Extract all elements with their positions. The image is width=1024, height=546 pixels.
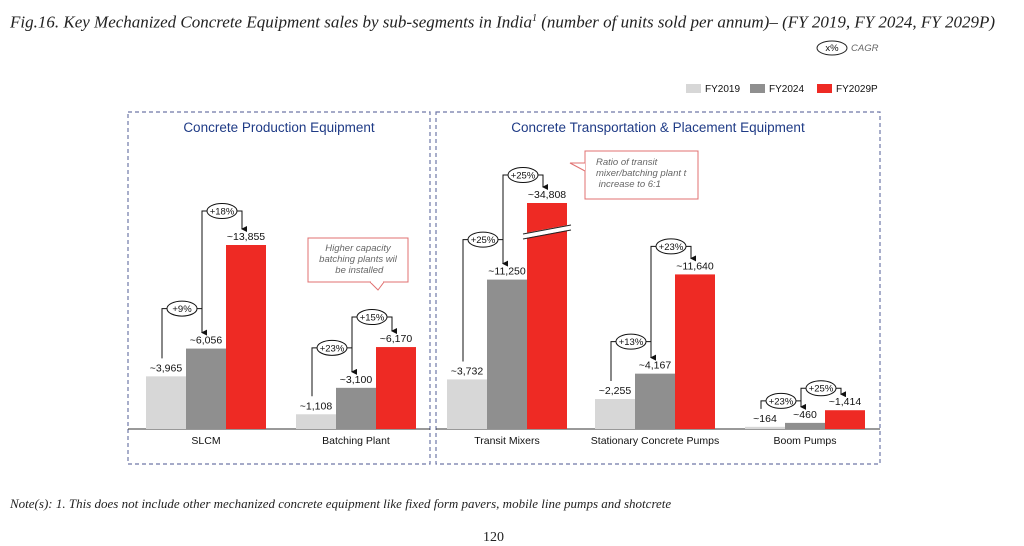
page-number: 120 — [483, 530, 504, 545]
panel-border-2 — [435, 111, 881, 465]
annotation-text-batching: Higher capacity batching plants wil be in… — [319, 243, 398, 276]
annotation-line-batching-2: batching plants wil — [319, 254, 398, 265]
value-label-slcm-fy2024: ~6,056 — [190, 335, 223, 347]
bar-batching-plant-fy2019 — [296, 414, 336, 429]
value-label-batching-plant-fy2019: ~1,108 — [300, 400, 333, 412]
bar-batching-plant-fy2029p — [376, 347, 416, 429]
bar-boom-pumps-fy2029p — [825, 410, 865, 429]
cagr-key-label: CAGR — [851, 43, 879, 54]
panel-title-1: Concrete Production Equipment — [183, 120, 375, 135]
value-label-batching-plant-fy2024: ~3,100 — [340, 374, 373, 386]
legend-label-fy2019: FY2019 — [705, 84, 740, 95]
cagr-value-stationary-concrete-pumps-1: +13% — [619, 337, 644, 348]
category-label-batching-plant: Batching Plant — [322, 435, 390, 447]
bar-boom-pumps-fy2024 — [785, 422, 825, 429]
value-label-boom-pumps-fy2029p: ~1,414 — [829, 396, 862, 408]
chart: x% CAGR FY2019 FY2024 FY2029P Concrete Produc… — [127, 40, 881, 465]
value-label-slcm-fy2019: ~3,965 — [150, 362, 183, 374]
footnote: Note(s): 1. This does not include other … — [10, 496, 672, 511]
cagr-value-transit-mixers-1: +25% — [471, 235, 496, 246]
cagr-badge-slcm-2 — [206, 203, 238, 219]
figure-title-tail: (number of units sold per annum)– (FY 20… — [537, 12, 996, 32]
value-label-transit-mixers-fy2029p: ~34,808 — [528, 189, 566, 201]
legend-swatch-fy2019 — [686, 84, 701, 93]
legend-swatch-fy2029p — [817, 84, 832, 93]
bar-transit-mixers-fy2024 — [487, 279, 527, 429]
annotation-text-transit: Ratio of transit mixer/batching plant t i… — [596, 157, 687, 190]
bar-slcm-fy2029p — [226, 245, 266, 429]
annotation-line-batching-1: Higher capacity — [325, 243, 392, 254]
category-label-transit-mixers: Transit Mixers — [474, 435, 540, 447]
bar-slcm-fy2024 — [186, 348, 226, 429]
cagr-badge-stationary-concrete-pumps-2 — [655, 238, 687, 255]
panel-title-2: Concrete Transportation & Placement Equi… — [511, 120, 805, 135]
cagr-value-slcm-1: +9% — [172, 304, 192, 315]
figure-title-main: Fig.16. Key Mechanized Concrete Equipmen… — [10, 12, 533, 32]
value-label-transit-mixers-fy2019: ~3,732 — [451, 365, 484, 377]
value-label-stationary-concrete-pumps-fy2029p: ~11,640 — [676, 260, 714, 272]
axis-break-line-2 — [522, 229, 572, 240]
legend-label-fy2029p: FY2029P — [836, 84, 878, 95]
cagr-badge-boom-pumps-1 — [765, 392, 797, 409]
value-label-slcm-fy2029p: ~13,855 — [227, 231, 265, 243]
annotation-line-transit-3: increase to 6:1 — [596, 179, 661, 190]
bar-boom-pumps-fy2019 — [745, 426, 785, 429]
bar-slcm-fy2019 — [146, 376, 186, 429]
cagr-value-slcm-2: +18% — [210, 207, 235, 218]
annotation-pointer-batching — [369, 281, 385, 291]
cagr-value-batching-plant-2: +15% — [360, 313, 385, 324]
value-label-transit-mixers-fy2024: ~11,250 — [488, 266, 526, 278]
value-label-boom-pumps-fy2019: ~164 — [753, 413, 777, 425]
cagr-value-batching-plant-1: +23% — [320, 343, 345, 354]
cagr-badge-transit-mixers-1 — [467, 231, 499, 248]
bar-stationary-concrete-pumps-fy2019 — [595, 399, 635, 429]
value-label-stationary-concrete-pumps-fy2024: ~4,167 — [639, 360, 672, 372]
bar-transit-mixers-fy2029p — [527, 203, 567, 429]
value-label-batching-plant-fy2029p: ~6,170 — [380, 333, 413, 345]
cagr-badge-boom-pumps-2 — [805, 380, 837, 397]
cagr-badge-batching-plant-1 — [316, 339, 348, 356]
cagr-badge-slcm-1 — [166, 300, 198, 317]
axis-break-line-1 — [522, 224, 572, 235]
cagr-key-symbol: x% — [825, 43, 839, 54]
cagr-value-transit-mixers-2: +25% — [511, 171, 536, 182]
annotation-box-transit — [584, 150, 699, 200]
category-label-slcm: SLCM — [191, 435, 220, 447]
annotation-pointer-transit — [569, 162, 586, 172]
annotation-line-batching-3: be installed — [333, 265, 384, 276]
value-label-stationary-concrete-pumps-fy2019: ~2,255 — [599, 385, 632, 397]
bar-batching-plant-fy2024 — [336, 387, 376, 429]
annotation-line-transit-1: Ratio of transit — [596, 157, 658, 168]
bar-stationary-concrete-pumps-fy2024 — [635, 373, 675, 429]
panel-border-1 — [127, 111, 431, 465]
category-label-boom-pumps: Boom Pumps — [773, 435, 836, 447]
cagr-value-stationary-concrete-pumps-2: +23% — [659, 242, 684, 253]
axis-break-gap — [522, 224, 572, 239]
value-label-boom-pumps-fy2024: ~460 — [793, 409, 817, 421]
legend-swatch-fy2024 — [750, 84, 765, 93]
legend-label-fy2024: FY2024 — [769, 84, 804, 95]
cagr-value-boom-pumps-1: +23% — [769, 396, 794, 407]
bar-transit-mixers-fy2019 — [447, 379, 487, 429]
annotation-line-transit-2: mixer/batching plant t — [596, 168, 687, 179]
figure-title-footnote-mark: 1 — [532, 13, 538, 24]
figure-title: Fig.16. Key Mechanized Concrete Equipmen… — [10, 8, 1010, 34]
bar-stationary-concrete-pumps-fy2029p — [675, 274, 715, 429]
cagr-key-ellipse — [816, 40, 848, 56]
cagr-badge-batching-plant-2 — [356, 309, 388, 326]
cagr-value-boom-pumps-2: +25% — [809, 384, 834, 395]
cagr-badge-transit-mixers-2 — [507, 167, 539, 183]
category-label-stationary-concrete-pumps: Stationary Concrete Pumps — [591, 435, 719, 447]
annotation-box-batching — [307, 237, 409, 283]
cagr-badge-stationary-concrete-pumps-1 — [615, 333, 647, 350]
